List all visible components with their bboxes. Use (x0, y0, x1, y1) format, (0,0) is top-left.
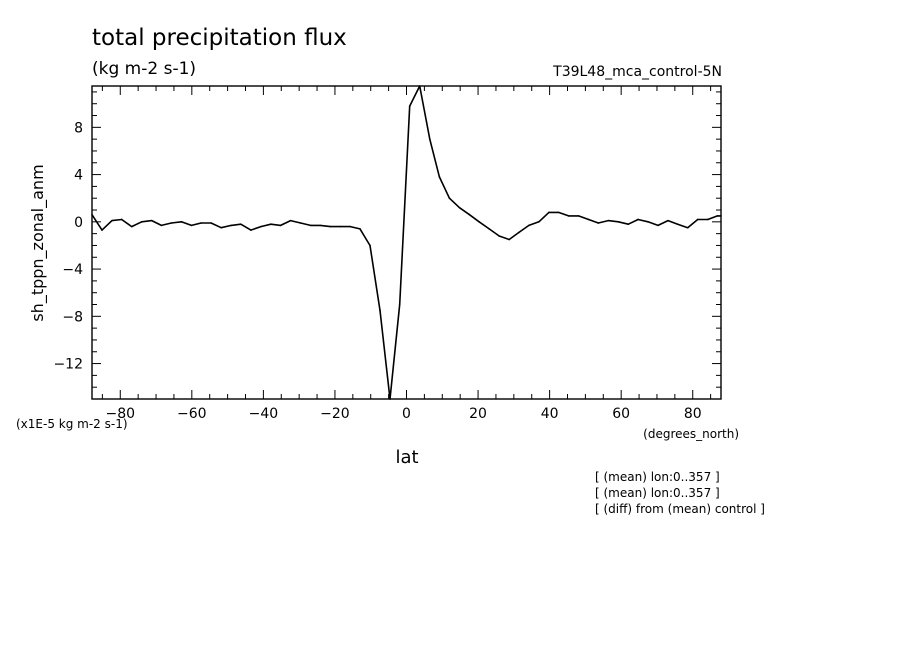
data-point (468, 213, 471, 216)
data-point (498, 235, 500, 237)
x-tick-label: 60 (612, 406, 630, 422)
data-point (240, 223, 242, 225)
y-tick-label: −4 (62, 262, 83, 278)
data-point (398, 303, 401, 306)
data-point (567, 215, 570, 217)
axis-ticks (92, 86, 721, 400)
series-line (91, 85, 721, 400)
data-point (408, 105, 411, 107)
data-point (101, 229, 103, 231)
data-point (379, 309, 381, 312)
data-point (667, 219, 669, 222)
data-point (478, 221, 480, 223)
x-tick-label: −60 (177, 406, 207, 422)
data-point (647, 221, 649, 223)
series-points (91, 85, 722, 400)
data-point (220, 226, 222, 229)
x-tick-labels: −80 −60 −40 −20 0 20 40 60 80 (105, 406, 701, 422)
data-point (448, 197, 451, 200)
data-point (150, 219, 153, 222)
data-point (180, 221, 183, 223)
x-tick-label: 80 (684, 406, 702, 422)
data-point (716, 215, 719, 217)
dataset-label: T39L48_mca_control-5N (552, 64, 722, 80)
x-tick-label: 40 (541, 406, 559, 422)
data-point (200, 222, 202, 224)
data-point (369, 244, 371, 247)
data-point (428, 138, 431, 140)
data-point (349, 225, 352, 228)
data-point (597, 222, 600, 224)
data-point (130, 225, 133, 228)
y-tick-label: 8 (74, 120, 83, 136)
data-point (706, 218, 709, 221)
scale-note: (x1E-5 kg m-2 s-1) (16, 417, 128, 431)
y-tick-label: 0 (74, 215, 83, 231)
data-point (696, 218, 699, 221)
data-point (627, 223, 630, 225)
data-point (260, 225, 262, 228)
y-tick-label: 4 (74, 168, 83, 184)
data-point (438, 176, 441, 178)
data-point (111, 219, 113, 222)
data-point (518, 231, 520, 234)
note-line-1: [ (mean) lon:0..357 ] (595, 470, 720, 484)
data-point (170, 222, 173, 224)
data-point (279, 224, 282, 227)
data-point (686, 226, 689, 229)
data-point (329, 225, 332, 228)
data-point (548, 211, 550, 214)
data-point (339, 225, 342, 228)
x-axis-label: lat (395, 447, 418, 468)
data-point (488, 228, 490, 230)
data-point (190, 224, 193, 227)
data-point (250, 229, 252, 231)
data-point (230, 224, 232, 227)
y-tick-label: −12 (53, 357, 83, 373)
data-point (389, 398, 391, 400)
data-point (508, 238, 510, 241)
data-point (160, 224, 163, 227)
data-point (418, 85, 421, 87)
data-point (319, 224, 322, 227)
chart-title: total precipitation flux (92, 25, 347, 51)
data-point (289, 219, 292, 222)
data-point (309, 224, 312, 227)
data-point (577, 215, 580, 217)
x-tick-label: 20 (469, 406, 487, 422)
x-tick-label: 0 (402, 406, 411, 422)
x-tick-label: −20 (320, 406, 350, 422)
x-units-label: (degrees_north) (643, 427, 739, 441)
data-point (637, 218, 639, 221)
note-line-3: [ (diff) from (mean) control ] (595, 502, 765, 516)
data-point (538, 221, 540, 223)
data-point (607, 219, 610, 222)
x-tick-label: −80 (105, 406, 135, 422)
data-point (617, 221, 620, 223)
note-line-2: [ (mean) lon:0..357 ] (595, 486, 720, 500)
data-point (587, 218, 590, 221)
data-point (210, 222, 212, 224)
data-point (120, 218, 123, 221)
data-point (676, 223, 679, 225)
data-point (528, 224, 530, 227)
chart-units: (kg m-2 s-1) (92, 59, 196, 79)
data-point (270, 223, 272, 225)
x-tick-label: −40 (249, 406, 279, 422)
data-point (359, 228, 361, 230)
data-point (140, 221, 143, 223)
data-point (557, 211, 560, 214)
y-axis-label: sh_tppn_zonal_anm (28, 164, 48, 321)
y-tick-labels: −12 −8 −4 0 4 8 (53, 120, 83, 372)
data-point (657, 224, 659, 227)
data-point (720, 215, 722, 217)
data-point (91, 213, 93, 216)
data-point (299, 222, 302, 224)
y-tick-label: −8 (62, 309, 83, 325)
plot-frame (91, 85, 722, 400)
data-point (458, 206, 461, 209)
